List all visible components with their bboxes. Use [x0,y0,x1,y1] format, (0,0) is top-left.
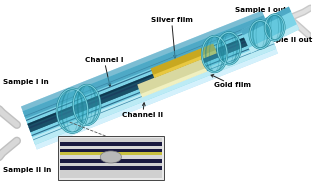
Bar [60,166,162,170]
Bar [60,166,162,170]
Bar [60,149,162,153]
Bar [60,146,162,160]
Text: Sample I in: Sample I in [3,79,49,85]
Polygon shape [249,24,299,53]
Bar [58,136,164,180]
Polygon shape [21,11,278,149]
Polygon shape [32,41,276,145]
Bar [60,152,162,154]
Polygon shape [241,7,291,35]
Polygon shape [21,11,266,116]
Polygon shape [27,28,271,132]
Ellipse shape [250,21,271,49]
Ellipse shape [217,32,241,64]
Bar [60,152,162,154]
Ellipse shape [100,151,121,163]
Bar [60,142,162,146]
Text: Gold film: Gold film [211,75,251,88]
Polygon shape [23,15,276,145]
Ellipse shape [73,85,100,125]
Text: Sample I out: Sample I out [235,7,287,13]
Polygon shape [33,44,278,149]
Text: Sample II out: Sample II out [258,37,313,43]
Bar [60,159,162,163]
Bar [60,142,162,146]
Ellipse shape [202,36,227,72]
Text: Silver film: Silver film [151,17,193,58]
Bar [60,149,162,153]
Bar [60,159,162,163]
Text: Channel II: Channel II [122,103,163,118]
Ellipse shape [57,89,88,133]
Bar [60,138,162,178]
Polygon shape [241,7,299,53]
Polygon shape [30,34,271,132]
Text: Channel I: Channel I [85,57,123,86]
Polygon shape [23,15,266,119]
Ellipse shape [265,14,284,40]
Polygon shape [27,28,269,126]
Text: Sample II in: Sample II in [3,167,51,173]
